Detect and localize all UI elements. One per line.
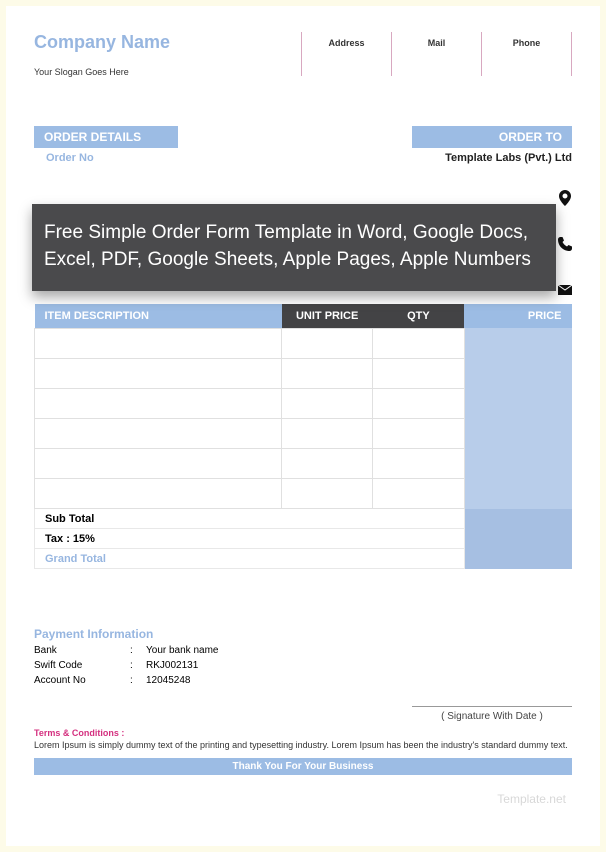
- cell: [35, 389, 282, 419]
- cell-price: [464, 449, 571, 479]
- order-to-bar: ORDER TO: [412, 126, 572, 148]
- cell: [373, 479, 464, 509]
- grand-total-row: Grand Total: [35, 549, 572, 569]
- cell: [35, 329, 282, 359]
- section-bars: ORDER DETAILS ORDER TO: [34, 126, 572, 148]
- cell-price: [464, 359, 571, 389]
- table-row: [35, 389, 572, 419]
- contact-divider: [571, 32, 572, 76]
- table-row: [35, 359, 572, 389]
- th-qty: QTY: [373, 304, 464, 329]
- cell: [373, 449, 464, 479]
- company-block: Company Name Your Slogan Goes Here: [34, 32, 301, 92]
- cell: [35, 419, 282, 449]
- payment-colon: :: [130, 675, 146, 686]
- payment-label: Swift Code: [34, 660, 130, 671]
- cell-price: [464, 419, 571, 449]
- terms-title: Terms & Conditions :: [34, 728, 572, 738]
- tax-label: Tax : 15%: [35, 529, 465, 549]
- cell: [373, 329, 464, 359]
- terms-block: Terms & Conditions : Lorem Ipsum is simp…: [34, 728, 572, 750]
- payment-title: Payment Information: [34, 627, 572, 641]
- contact-phone-label: Phone: [481, 32, 571, 76]
- contact-icons: [558, 190, 572, 298]
- payment-row: Account No:12045248: [34, 675, 572, 686]
- payment-value: Your bank name: [146, 645, 218, 656]
- cell: [282, 449, 373, 479]
- cell-price: [464, 389, 571, 419]
- cell: [282, 389, 373, 419]
- payment-colon: :: [130, 645, 146, 656]
- cell: [373, 419, 464, 449]
- items-table: ITEM DESCRIPTION UNIT PRICE QTY PRICE Su…: [34, 304, 572, 569]
- payment-row: Bank:Your bank name: [34, 645, 572, 656]
- grand-total-label: Grand Total: [35, 549, 465, 569]
- payment-label: Bank: [34, 645, 130, 656]
- thank-you-bar: Thank You For Your Business: [34, 758, 572, 775]
- payment-label: Account No: [34, 675, 130, 686]
- tax-value: [464, 529, 571, 549]
- order-to-value: Template Labs (Pvt.) Ltd: [445, 152, 572, 164]
- contact-block: Address Mail Phone: [301, 32, 572, 92]
- order-form-page: Company Name Your Slogan Goes Here Addre…: [6, 6, 600, 846]
- cell: [282, 419, 373, 449]
- terms-body: Lorem Ipsum is simply dummy text of the …: [34, 740, 572, 750]
- cell: [35, 479, 282, 509]
- phone-icon: [558, 237, 572, 254]
- contact-address-label: Address: [301, 32, 391, 76]
- company-name: Company Name: [34, 32, 301, 53]
- table-row: [35, 449, 572, 479]
- subtotal-label: Sub Total: [35, 509, 465, 529]
- table-row: [35, 329, 572, 359]
- contact-mail-label: Mail: [391, 32, 481, 76]
- payment-colon: :: [130, 660, 146, 671]
- grand-total-value: [464, 549, 571, 569]
- header: Company Name Your Slogan Goes Here Addre…: [34, 32, 572, 92]
- cell-price: [464, 479, 571, 509]
- watermark: Template.net: [497, 792, 566, 806]
- th-price: PRICE: [464, 304, 571, 329]
- cell: [282, 479, 373, 509]
- payment-row: Swift Code:RKJ002131: [34, 660, 572, 671]
- cell: [282, 359, 373, 389]
- cell-price: [464, 329, 571, 359]
- order-no-label: Order No: [34, 152, 94, 164]
- cell: [373, 389, 464, 419]
- payment-info: Payment Information Bank:Your bank nameS…: [34, 627, 572, 686]
- company-slogan: Your Slogan Goes Here: [34, 67, 301, 77]
- mail-icon: [558, 282, 572, 298]
- payment-value: 12045248: [146, 675, 191, 686]
- signature-line: ( Signature With Date ): [412, 706, 572, 722]
- table-row: [35, 479, 572, 509]
- cell: [35, 359, 282, 389]
- table-header-row: ITEM DESCRIPTION UNIT PRICE QTY PRICE: [35, 304, 572, 329]
- order-details-bar: ORDER DETAILS: [34, 126, 178, 148]
- subtotal-value: [464, 509, 571, 529]
- subtotal-row: Sub Total: [35, 509, 572, 529]
- section-subrow: Order No Template Labs (Pvt.) Ltd: [34, 152, 572, 164]
- cell: [282, 329, 373, 359]
- cell: [35, 449, 282, 479]
- tax-row: Tax : 15%: [35, 529, 572, 549]
- th-description: ITEM DESCRIPTION: [35, 304, 282, 329]
- location-icon: [559, 190, 571, 209]
- payment-value: RKJ002131: [146, 660, 198, 671]
- th-unit-price: UNIT PRICE: [282, 304, 373, 329]
- table-row: [35, 419, 572, 449]
- cell: [373, 359, 464, 389]
- title-overlay: Free Simple Order Form Template in Word,…: [32, 204, 556, 291]
